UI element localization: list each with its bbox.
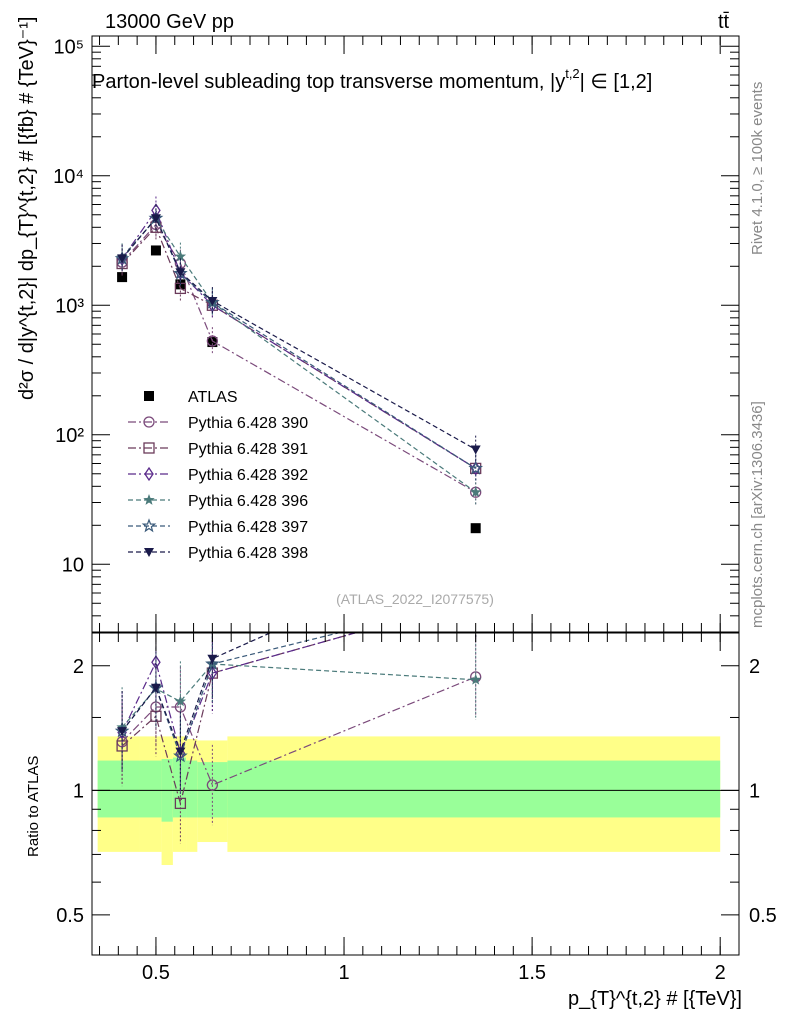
main-y-tick-label: 10 xyxy=(62,554,84,576)
legend-label: Pythia 6.428 398 xyxy=(188,545,308,562)
main-panel-frame xyxy=(91,35,740,633)
series-line xyxy=(121,217,476,451)
marker-point xyxy=(175,747,186,757)
marker-point xyxy=(470,486,482,498)
legend-entry-6: Pythia 6.428 398 xyxy=(128,545,308,562)
legend-entry-1: Pythia 6.428 390 xyxy=(128,415,308,432)
main-y-tick-label: 10⁴ xyxy=(53,166,84,188)
legend-label: Pythia 6.428 390 xyxy=(188,415,308,432)
marker-point xyxy=(117,254,128,264)
inner-band-segment xyxy=(227,760,721,818)
legend-label: ATLAS xyxy=(188,389,238,406)
marker-point xyxy=(117,727,128,737)
legend-label: Pythia 6.428 392 xyxy=(188,467,308,484)
main-y-axis-label: d²σ / d|y^{t,2}| dp_{T}^{t,2} # [{fb} # … xyxy=(16,17,38,400)
marker-point xyxy=(150,683,161,693)
x-tick-label: 1 xyxy=(338,962,349,984)
legend-entry-3: Pythia 6.428 392 xyxy=(128,466,308,484)
ratio-y-axis-label: Ratio to ATLAS xyxy=(25,756,42,857)
legend-entry-0: ATLAS xyxy=(144,389,238,406)
rivet-version-label: Rivet 4.1.0, ≥ 100k events xyxy=(749,82,766,255)
x-tick-label: 1.5 xyxy=(518,962,546,984)
marker-point xyxy=(471,537,481,546)
inner-band-segment xyxy=(97,760,140,818)
ratio-y-tick-label-right: 2 xyxy=(749,656,760,678)
inner-band-segment xyxy=(172,757,187,818)
marker-point xyxy=(150,245,161,256)
series-3 xyxy=(117,196,481,483)
main-y-tick-label: 10⁵ xyxy=(53,36,84,58)
marker-point xyxy=(143,442,155,454)
marker-point xyxy=(468,460,484,475)
marker-point xyxy=(144,466,154,482)
ratio-panel-data xyxy=(114,537,482,844)
main-panel-data xyxy=(114,196,484,534)
series-line xyxy=(121,209,477,469)
ratio-line xyxy=(121,676,476,786)
energy-label: 13000 GeV pp xyxy=(105,11,234,33)
ratio-line xyxy=(121,633,272,754)
ratio-y-tick-label-right: 1 xyxy=(749,780,760,802)
marker-point xyxy=(150,214,161,224)
series-0 xyxy=(117,245,481,534)
marker-point xyxy=(470,523,481,534)
plot-title: Parton-level subleading top transverse m… xyxy=(92,66,652,93)
ratio-line xyxy=(121,663,476,728)
analysis-id: (ATLAS_2022_I2077575) xyxy=(336,591,494,607)
marker-point xyxy=(141,518,157,533)
ratio-y-tick-label: 2 xyxy=(73,656,84,678)
inner-band-segment xyxy=(139,760,162,818)
marker-point xyxy=(174,797,187,810)
plot-title-main: Parton-level subleading top transverse m… xyxy=(92,71,565,93)
main-y-tick-label: 10² xyxy=(55,425,84,447)
marker-point xyxy=(144,391,154,401)
x-tick-label: 2 xyxy=(715,962,726,984)
marker-point xyxy=(470,445,481,455)
legend-label: Pythia 6.428 391 xyxy=(188,441,308,458)
ratio-y-tick-label: 0.5 xyxy=(56,905,84,927)
marker-point xyxy=(207,654,218,664)
marker-point xyxy=(207,337,218,348)
axis-ticks: 10 10² 10³ 10⁴ 10⁵ 0.5 0.5 1 1 2 2 0.5 1 1.5 2 xyxy=(53,36,777,984)
ratio-y-tick-label: 1 xyxy=(73,780,84,802)
legend-label: Pythia 6.428 396 xyxy=(188,493,308,510)
marker-point xyxy=(206,779,219,791)
marker-point xyxy=(205,656,220,671)
marker-point xyxy=(174,250,187,262)
marker-point xyxy=(143,494,155,505)
marker-point xyxy=(470,673,482,685)
marker-point xyxy=(143,416,155,428)
legend-entry-5: Pythia 6.428 397 xyxy=(128,518,308,536)
ratio-panel-frame xyxy=(91,632,740,956)
ratio-series-6 xyxy=(117,537,481,792)
marker-point xyxy=(175,268,186,278)
legend: ATLAS Pythia 6.428 390 Pythia 6.428 391 Pyt… xyxy=(128,389,308,562)
series-6 xyxy=(117,204,481,464)
ratio-y-tick-label-right: 0.5 xyxy=(749,905,777,927)
main-y-tick-label: 10³ xyxy=(55,295,84,317)
plot-title-sup: t,2 xyxy=(565,66,579,81)
plot-title-tail: | ∈ [1,2] xyxy=(580,71,653,93)
marker-point xyxy=(206,335,219,347)
inner-band-segment xyxy=(186,760,198,818)
process-label: tt̄ xyxy=(718,11,730,33)
marker-point xyxy=(173,748,188,763)
x-tick-label: 0.5 xyxy=(142,962,170,984)
marker-point xyxy=(174,695,187,707)
ratio-uncertainty-bands xyxy=(92,736,739,866)
legend-label: Pythia 6.428 397 xyxy=(188,519,308,536)
marker-point xyxy=(207,296,218,306)
legend-entry-2: Pythia 6.428 391 xyxy=(128,441,308,458)
mcplots-label: mcplots.cern.ch [arXiv:1306.3436] xyxy=(749,401,766,628)
marker-point xyxy=(117,272,128,283)
marker-point xyxy=(144,548,154,557)
x-axis-label: p_{T}^{t,2} # [{TeV}] xyxy=(568,988,742,1010)
legend-entry-4: Pythia 6.428 396 xyxy=(128,493,308,510)
